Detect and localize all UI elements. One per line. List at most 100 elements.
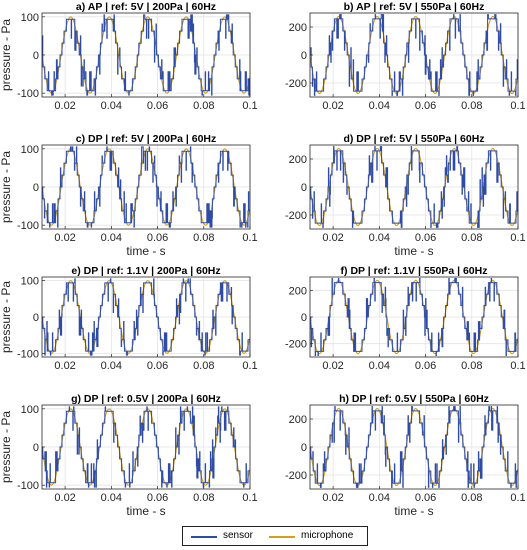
- y-axis-label-a: pressure - Pa: [0, 19, 13, 91]
- x-tick-label-a-1: 0.04: [101, 100, 122, 112]
- y-tick-label-h-1: 0: [301, 442, 307, 454]
- x-axis-label-c: time - s: [126, 244, 165, 258]
- series-group-e: [42, 278, 250, 356]
- x-tick-label-b-2: 0.06: [415, 100, 436, 112]
- y-tick-label-f-1: 0: [301, 312, 307, 324]
- y-axis-label-g: pressure - Pa: [0, 411, 13, 483]
- x-tick-label-d-2: 0.06: [415, 232, 436, 244]
- x-tick-label-f-0: 0.02: [322, 360, 343, 372]
- y-tick-label-f-2: 200: [289, 285, 307, 297]
- panel-title-g: g) DP | ref: 0.5V | 200Pa | 60Hz: [71, 393, 221, 405]
- series-sensor-g: [42, 406, 250, 488]
- x-tick-label-h-0: 0.02: [322, 492, 343, 504]
- x-tick-label-e-3: 0.08: [193, 360, 214, 372]
- y-tick-label-g-0: -100: [17, 480, 39, 492]
- x-tick-label-e-2: 0.06: [147, 360, 168, 372]
- legend-label-sensor: sensor: [223, 530, 254, 541]
- x-tick-label-h-1: 0.04: [369, 492, 390, 504]
- x-tick-label-e-0: 0.02: [54, 360, 75, 372]
- x-tick-label-b-4: 0.1: [510, 100, 525, 112]
- x-tick-label-f-2: 0.06: [415, 360, 436, 372]
- x-tick-label-a-3: 0.08: [193, 100, 214, 112]
- x-tick-label-a-2: 0.06: [147, 100, 168, 112]
- series-sensor-d: [310, 146, 518, 228]
- series-group-c: [42, 146, 250, 228]
- x-tick-label-e-4: 0.1: [242, 360, 257, 372]
- x-tick-label-g-2: 0.06: [147, 492, 168, 504]
- y-tick-label-a-2: 100: [21, 12, 39, 24]
- y-tick-label-d-1: 0: [301, 182, 307, 194]
- series-sensor-e: [42, 278, 250, 356]
- y-tick-label-b-2: 200: [289, 22, 307, 34]
- panel-title-b: b) AP | ref: 5V | 550Pa | 60Hz: [344, 1, 485, 13]
- panel-title-f: f) DP | ref: 1.1V | 550Pa | 60Hz: [341, 265, 488, 277]
- x-tick-label-b-0: 0.02: [322, 100, 343, 112]
- series-sensor-c: [42, 146, 250, 228]
- y-tick-label-d-2: 200: [289, 154, 307, 166]
- y-tick-label-e-0: -100: [17, 348, 39, 360]
- x-tick-label-c-2: 0.06: [147, 232, 168, 244]
- x-tick-label-c-4: 0.1: [242, 232, 257, 244]
- panel-title-d: d) DP | ref: 5V | 550Pa | 60Hz: [343, 133, 484, 145]
- series-group-f: [310, 278, 518, 356]
- x-tick-label-g-1: 0.04: [101, 492, 122, 504]
- x-tick-label-c-0: 0.02: [54, 232, 75, 244]
- series-group-a: [42, 14, 250, 96]
- x-tick-label-a-0: 0.02: [54, 100, 75, 112]
- y-tick-label-f-0: -200: [285, 339, 307, 351]
- x-tick-label-f-3: 0.08: [461, 360, 482, 372]
- y-tick-label-c-2: 100: [21, 144, 39, 156]
- y-tick-label-d-0: -200: [285, 210, 307, 222]
- series-group-d: [310, 146, 518, 228]
- x-tick-label-h-2: 0.06: [415, 492, 436, 504]
- x-tick-label-f-4: 0.1: [510, 360, 525, 372]
- series-sensor-a: [42, 14, 250, 96]
- y-tick-label-e-2: 100: [21, 276, 39, 288]
- y-tick-label-e-1: 0: [33, 312, 39, 324]
- y-tick-label-b-0: -200: [285, 78, 307, 90]
- legend-box: sensor microphone: [182, 526, 368, 546]
- x-tick-label-a-4: 0.1: [242, 100, 257, 112]
- series-sensor-f: [310, 278, 518, 356]
- x-tick-label-f-1: 0.04: [369, 360, 390, 372]
- y-tick-label-h-0: -200: [285, 470, 307, 482]
- series-group-g: [42, 406, 250, 488]
- series-microphone-h: [310, 407, 518, 487]
- series-sensor-b: [310, 14, 518, 96]
- x-tick-label-d-1: 0.04: [369, 232, 390, 244]
- series-microphone-d: [310, 147, 518, 227]
- x-tick-label-e-1: 0.04: [101, 360, 122, 372]
- x-tick-label-h-4: 0.1: [510, 492, 525, 504]
- x-tick-label-g-3: 0.08: [193, 492, 214, 504]
- series-microphone-f: [310, 279, 518, 355]
- x-axis-label-h: time - s: [394, 504, 433, 518]
- series-group-h: [310, 406, 518, 488]
- series-sensor-h: [310, 406, 518, 488]
- panel-title-h: h) DP | ref: 0.5V | 550Pa | 60Hz: [339, 393, 489, 405]
- y-axis-label-c: pressure - Pa: [0, 151, 13, 223]
- legend-swatch-microphone: [269, 536, 295, 538]
- y-tick-label-a-0: -100: [17, 88, 39, 100]
- y-tick-label-c-0: -100: [17, 220, 39, 232]
- panel-title-c: c) DP | ref: 5V | 200Pa | 60Hz: [76, 133, 217, 145]
- y-tick-label-a-1: 0: [33, 50, 39, 62]
- x-tick-label-g-0: 0.02: [54, 492, 75, 504]
- x-tick-label-d-4: 0.1: [510, 232, 525, 244]
- x-axis-label-d: time - s: [394, 244, 433, 258]
- x-tick-label-d-3: 0.08: [461, 232, 482, 244]
- panel-title-a: a) AP | ref: 5V | 200Pa | 60Hz: [76, 1, 216, 13]
- x-tick-label-d-0: 0.02: [322, 232, 343, 244]
- series-microphone-c: [42, 148, 250, 226]
- y-tick-label-g-2: 100: [21, 404, 39, 416]
- x-tick-label-g-4: 0.1: [242, 492, 257, 504]
- y-tick-label-h-2: 200: [289, 414, 307, 426]
- x-tick-label-h-3: 0.08: [461, 492, 482, 504]
- x-tick-label-b-3: 0.08: [461, 100, 482, 112]
- x-tick-label-c-3: 0.08: [193, 232, 214, 244]
- series-microphone-a: [42, 16, 250, 94]
- series-microphone-e: [42, 280, 250, 354]
- legend-swatch-sensor: [191, 536, 217, 538]
- panel-title-e: e) DP | ref: 1.1V | 200Pa | 60Hz: [71, 265, 220, 277]
- legend-label-microphone: microphone: [301, 530, 354, 541]
